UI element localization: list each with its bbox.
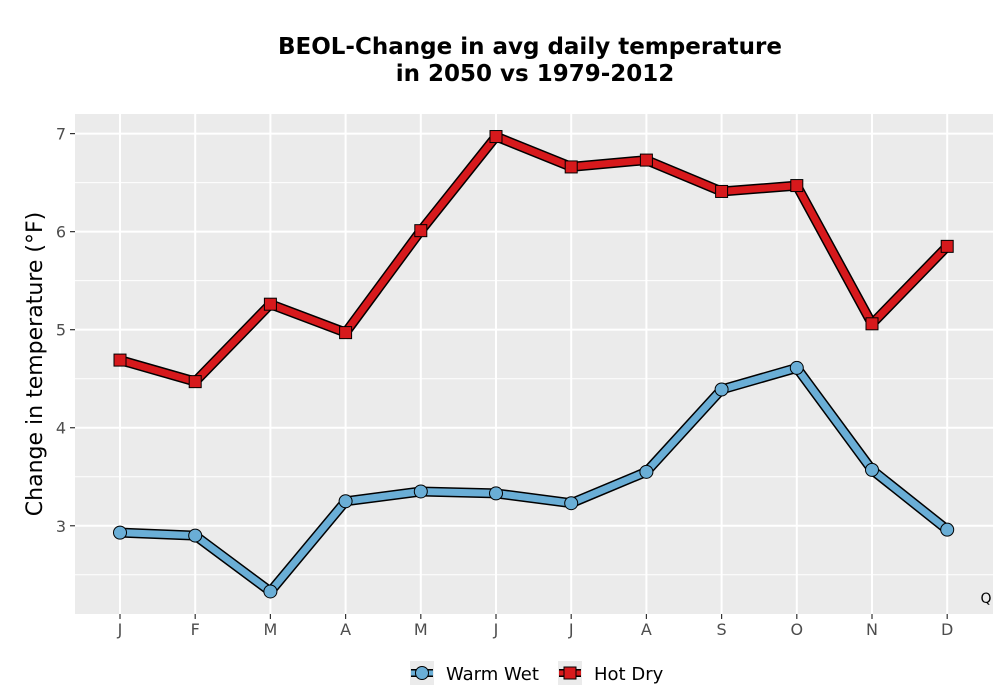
corner-label: Q <box>980 591 991 607</box>
chart-title-line-2: in 2050 vs 1979-2012 <box>396 61 675 87</box>
x-tick-label: M <box>414 620 428 639</box>
legend: Warm Wet Hot Dry <box>410 661 664 685</box>
y-axis-label: Change in temperature (°F) <box>23 212 48 516</box>
legend-label: Warm Wet <box>446 664 539 685</box>
y-tick-label: 5 <box>56 321 66 340</box>
data-point <box>413 484 428 499</box>
y-tick-label: 7 <box>56 125 66 144</box>
x-tick-label: N <box>866 620 878 639</box>
legend-label: Hot Dry <box>594 664 664 685</box>
y-tick-label: 3 <box>56 517 66 536</box>
data-point <box>338 494 353 509</box>
data-point <box>263 297 277 311</box>
data-point <box>113 525 127 540</box>
data-point <box>339 326 353 340</box>
x-tick-label: M <box>263 620 277 639</box>
y-tick-label: 6 <box>56 223 66 242</box>
series-hot-dry <box>113 130 954 389</box>
data-point <box>188 528 203 543</box>
data-point <box>564 496 579 511</box>
data-point <box>489 130 503 144</box>
series-line <box>116 133 951 386</box>
y-tick-label: 4 <box>56 419 66 438</box>
plot-panel <box>75 114 993 614</box>
legend-key-marker <box>563 666 577 680</box>
legend-key-marker <box>415 666 429 680</box>
series-layer <box>113 130 955 599</box>
legend-entry-hot-dry: Hot Dry <box>558 661 664 685</box>
x-tick-label: J <box>493 620 499 639</box>
data-point <box>489 486 503 501</box>
data-point <box>564 160 578 174</box>
data-point <box>188 375 202 389</box>
legend-entry-warm-wet: Warm Wet <box>410 661 539 685</box>
data-point <box>940 239 954 253</box>
x-tick-label: F <box>191 620 200 639</box>
x-tick-label: O <box>791 620 804 639</box>
x-tick-label: A <box>340 620 351 639</box>
data-point <box>639 464 654 479</box>
series-line <box>116 364 951 595</box>
data-point <box>263 584 278 599</box>
data-point <box>113 353 127 367</box>
data-point <box>789 360 804 375</box>
data-point <box>865 317 879 331</box>
x-tick-label: D <box>941 620 953 639</box>
x-tick-label: J <box>568 620 574 639</box>
x-tick-label: J <box>117 620 123 639</box>
data-point <box>714 382 729 397</box>
data-point <box>940 522 955 537</box>
data-point <box>639 153 653 167</box>
axes: 3 4 5 6 7 J F M A M J J A S O N D <box>56 125 954 639</box>
data-point <box>414 224 428 238</box>
data-point <box>865 462 879 477</box>
data-point <box>790 179 804 193</box>
data-point <box>715 184 729 198</box>
chart-title-line-1: BEOL-Change in avg daily temperature <box>278 34 782 60</box>
series-warm-wet <box>113 360 955 599</box>
x-tick-label: A <box>641 620 652 639</box>
x-tick-label: S <box>717 620 727 639</box>
